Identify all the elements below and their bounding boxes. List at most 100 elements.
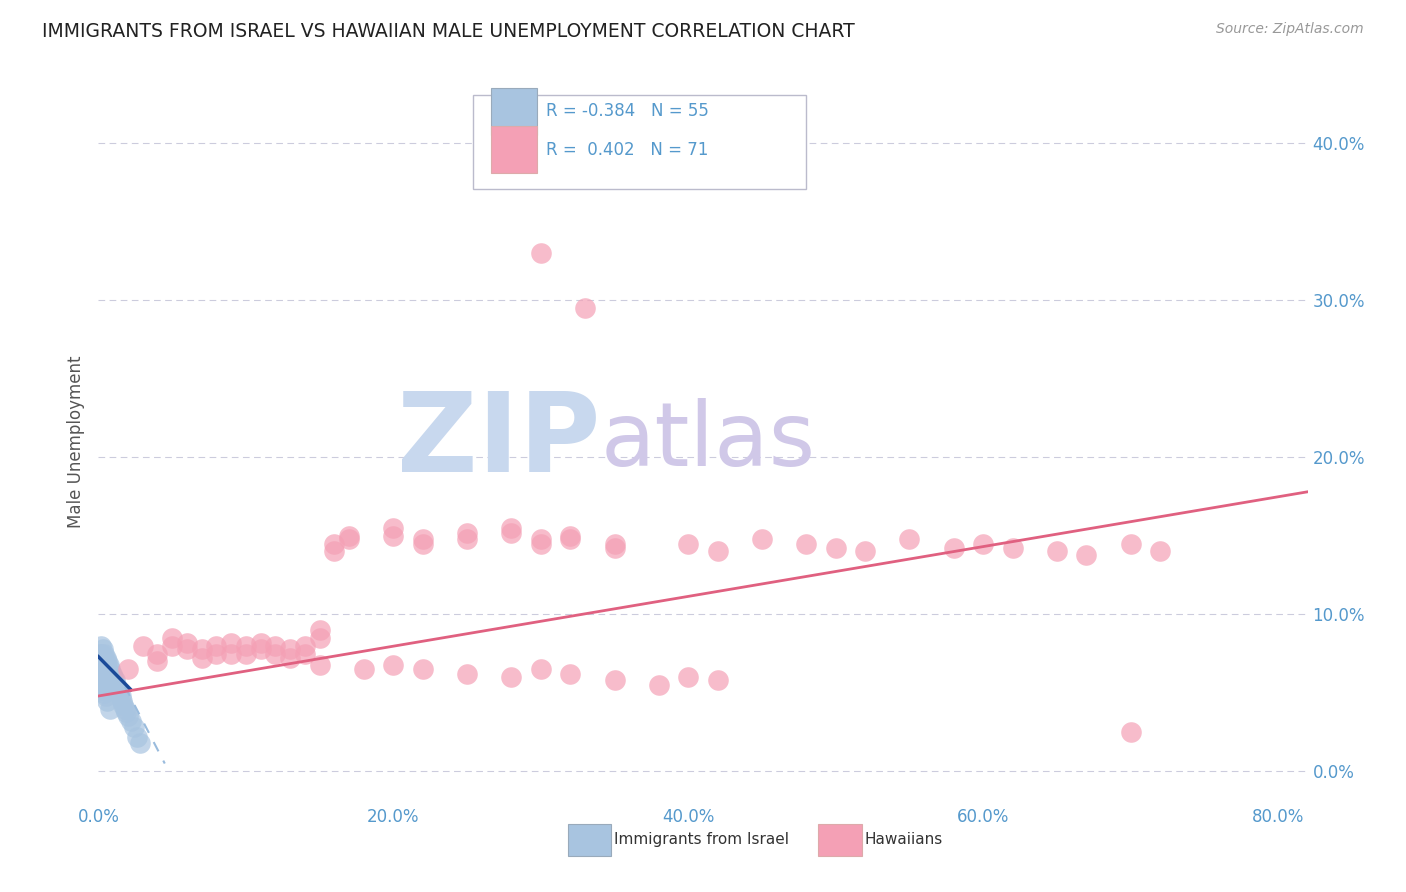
Point xyxy=(323,544,346,558)
Point xyxy=(176,641,198,656)
Point xyxy=(249,641,271,656)
Point xyxy=(412,662,434,676)
Point xyxy=(91,678,114,692)
Point xyxy=(412,532,434,546)
Point xyxy=(456,532,478,546)
Point xyxy=(308,623,330,637)
Point xyxy=(91,682,114,697)
Point xyxy=(96,662,118,676)
Point xyxy=(308,631,330,645)
Point xyxy=(501,670,523,684)
Point xyxy=(560,532,582,546)
Point xyxy=(115,705,138,719)
Point xyxy=(101,670,124,684)
Point xyxy=(94,651,117,665)
Point xyxy=(942,541,965,556)
Point xyxy=(90,678,112,692)
Point xyxy=(93,647,115,661)
Text: Source: ZipAtlas.com: Source: ZipAtlas.com xyxy=(1216,22,1364,37)
Point xyxy=(603,541,626,556)
Point xyxy=(105,678,128,692)
Point xyxy=(89,662,111,676)
Point xyxy=(751,532,773,546)
Point xyxy=(560,529,582,543)
Point xyxy=(1001,541,1024,556)
Point xyxy=(93,670,115,684)
Point xyxy=(94,667,117,681)
Point xyxy=(382,521,405,535)
Point xyxy=(96,655,118,669)
Point xyxy=(294,639,316,653)
Point xyxy=(219,635,242,649)
Point xyxy=(678,536,700,550)
Point xyxy=(501,525,523,540)
Point xyxy=(1119,725,1142,739)
Point xyxy=(104,673,127,688)
Point xyxy=(530,536,553,550)
Point xyxy=(1119,536,1142,550)
Point xyxy=(100,667,122,681)
Text: IMMIGRANTS FROM ISRAEL VS HAWAIIAN MALE UNEMPLOYMENT CORRELATION CHART: IMMIGRANTS FROM ISRAEL VS HAWAIIAN MALE … xyxy=(42,22,855,41)
Point xyxy=(117,662,139,676)
Point xyxy=(146,655,169,669)
Point xyxy=(382,529,405,543)
Point xyxy=(264,647,287,661)
Point xyxy=(648,678,671,692)
Point xyxy=(98,662,121,676)
Point xyxy=(706,673,728,688)
Point xyxy=(160,631,183,645)
Point xyxy=(853,544,876,558)
Point xyxy=(98,701,121,715)
Point xyxy=(117,709,139,723)
Point xyxy=(972,536,994,550)
Point xyxy=(90,655,112,669)
Point xyxy=(678,670,700,684)
Point xyxy=(190,651,212,665)
Point xyxy=(96,694,118,708)
Point xyxy=(219,647,242,661)
Text: Hawaiians: Hawaiians xyxy=(865,832,943,847)
FancyBboxPatch shape xyxy=(492,88,537,135)
Point xyxy=(278,641,301,656)
Point xyxy=(1076,548,1098,562)
Point xyxy=(337,532,360,546)
Point xyxy=(131,639,153,653)
Point xyxy=(205,639,228,653)
Point xyxy=(90,647,112,661)
Point xyxy=(323,536,346,550)
Point xyxy=(125,730,148,744)
Point xyxy=(93,682,115,697)
Point xyxy=(176,635,198,649)
FancyBboxPatch shape xyxy=(474,95,806,189)
FancyBboxPatch shape xyxy=(492,126,537,173)
Point xyxy=(110,689,132,703)
Point xyxy=(249,635,271,649)
Point xyxy=(235,639,257,653)
Point xyxy=(90,673,112,688)
Point xyxy=(574,301,596,315)
Point xyxy=(235,647,257,661)
Point xyxy=(898,532,921,546)
Point xyxy=(122,720,145,734)
Point xyxy=(146,647,169,661)
Point xyxy=(530,532,553,546)
Point xyxy=(501,521,523,535)
Point xyxy=(93,655,115,669)
Point xyxy=(91,651,114,665)
Point xyxy=(96,670,118,684)
Point xyxy=(98,670,121,684)
Text: ZIP: ZIP xyxy=(396,388,600,495)
Point xyxy=(90,662,112,676)
Point xyxy=(97,657,120,672)
Point xyxy=(794,536,817,550)
Point xyxy=(89,657,111,672)
Point xyxy=(114,701,136,715)
Point xyxy=(382,657,405,672)
Point xyxy=(93,662,115,676)
Point xyxy=(337,529,360,543)
Point xyxy=(94,689,117,703)
Point xyxy=(530,246,553,260)
Point xyxy=(824,541,846,556)
Point xyxy=(353,662,375,676)
Point xyxy=(128,736,150,750)
